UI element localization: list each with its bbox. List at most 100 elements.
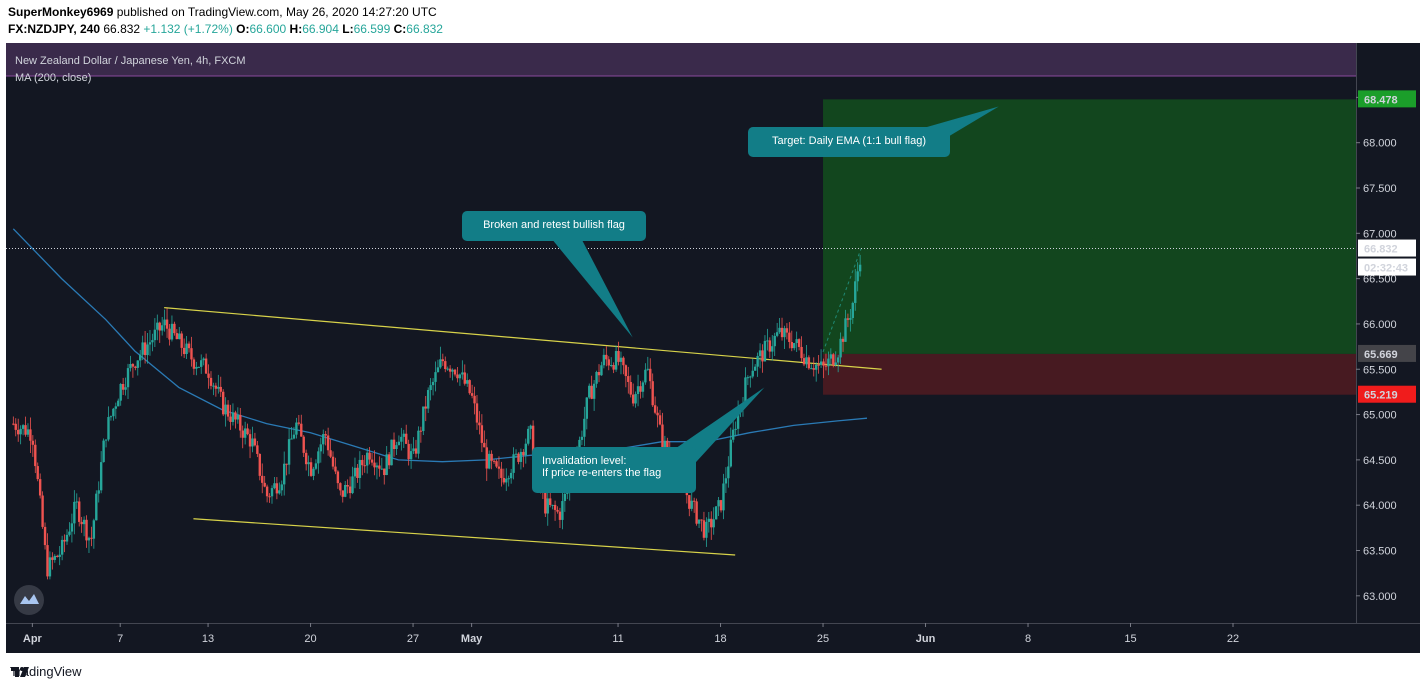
candle [817, 355, 820, 374]
candle [363, 455, 366, 473]
candle-body [370, 459, 374, 463]
candle [519, 448, 523, 470]
candle [436, 359, 440, 373]
candle-body [800, 346, 803, 359]
candle-body [290, 438, 293, 440]
price-tag-bg [1358, 258, 1416, 276]
candle [285, 463, 288, 476]
candle-body [563, 493, 567, 502]
candle [48, 551, 52, 580]
candle [409, 443, 413, 469]
candle-body [92, 520, 96, 539]
candle [478, 411, 481, 435]
price-chart[interactable]: New Zealand Dollar / Japanese Yen, 4h, F… [6, 43, 1420, 653]
symbol: FX:NZDJPY, 240 [8, 22, 101, 36]
candle [819, 349, 823, 368]
candle [331, 451, 335, 470]
candle-body [602, 354, 606, 366]
candle [749, 375, 752, 388]
candle-body [317, 451, 320, 464]
candle-body [314, 463, 318, 469]
candle [278, 482, 281, 495]
candle [226, 400, 230, 421]
candle [563, 492, 567, 512]
candle-body [273, 483, 276, 489]
candle-body [326, 435, 330, 451]
chart-panel[interactable]: New Zealand Dollar / Japanese Yen, 4h, F… [6, 43, 1420, 653]
candle [700, 519, 703, 532]
candle [109, 415, 113, 421]
candle-body [263, 482, 266, 487]
candle-body [344, 484, 347, 497]
candle-body [361, 459, 364, 466]
candle [841, 336, 845, 352]
candle [783, 325, 786, 349]
candle [56, 554, 59, 558]
candle [361, 455, 364, 476]
candle-body [297, 422, 301, 424]
candle [17, 418, 20, 442]
candle [392, 432, 396, 457]
candle-body [419, 430, 423, 432]
candle [348, 476, 352, 499]
candle [844, 309, 847, 342]
candle-body [307, 462, 310, 465]
candle [719, 499, 723, 513]
candle [304, 449, 308, 471]
candle-body [822, 361, 825, 366]
candle [380, 457, 384, 470]
candle-body [234, 412, 237, 420]
price-tick-label: 65.500 [1363, 364, 1397, 376]
candle-body [182, 347, 186, 355]
tradingview-logo-icon[interactable] [10, 664, 32, 678]
candle [561, 491, 564, 530]
candle [495, 459, 498, 469]
candle-body [514, 453, 518, 455]
candle-body [841, 338, 845, 342]
candle [546, 490, 549, 526]
candle [605, 346, 608, 367]
candle-body [87, 537, 91, 541]
last-price: 66.832 [100, 22, 144, 36]
candle-body [292, 434, 296, 439]
candle-body [688, 495, 691, 509]
candle-body [56, 555, 59, 557]
candle-body [497, 466, 501, 469]
candle [243, 421, 247, 445]
candle [341, 490, 344, 503]
candle [714, 505, 718, 520]
candle-body [478, 422, 481, 426]
invalidation-annotation: Invalidation level:If price re-enters th… [532, 387, 765, 493]
candle-body [710, 518, 713, 528]
candle [34, 439, 37, 474]
author-name[interactable]: SuperMonkey6969 [8, 5, 114, 19]
price-tick-label: 63.500 [1363, 546, 1397, 558]
candle-body [529, 425, 532, 429]
open-value: 66.600 [249, 22, 287, 36]
candle-body [422, 406, 425, 432]
candle [790, 330, 793, 352]
candle [854, 269, 857, 311]
candle [600, 361, 603, 376]
candle-body [849, 318, 852, 320]
candle-body [380, 468, 384, 470]
candle [502, 468, 506, 485]
stop-price-tag: 65.219 [1358, 385, 1416, 403]
candle-body [829, 354, 833, 359]
candle [334, 457, 337, 475]
candle [178, 326, 181, 340]
candle [236, 407, 240, 424]
candle-body [200, 360, 203, 367]
candle [339, 482, 342, 496]
candle [514, 449, 518, 459]
candle [231, 403, 235, 426]
callout-text: Invalidation level: [542, 455, 626, 467]
candle-body [341, 490, 344, 497]
candle-body [26, 429, 30, 435]
candle [14, 418, 17, 437]
candle [727, 456, 730, 488]
callout-box [532, 447, 696, 493]
candle [117, 398, 120, 407]
candle-body [80, 521, 83, 525]
candle [590, 375, 593, 400]
